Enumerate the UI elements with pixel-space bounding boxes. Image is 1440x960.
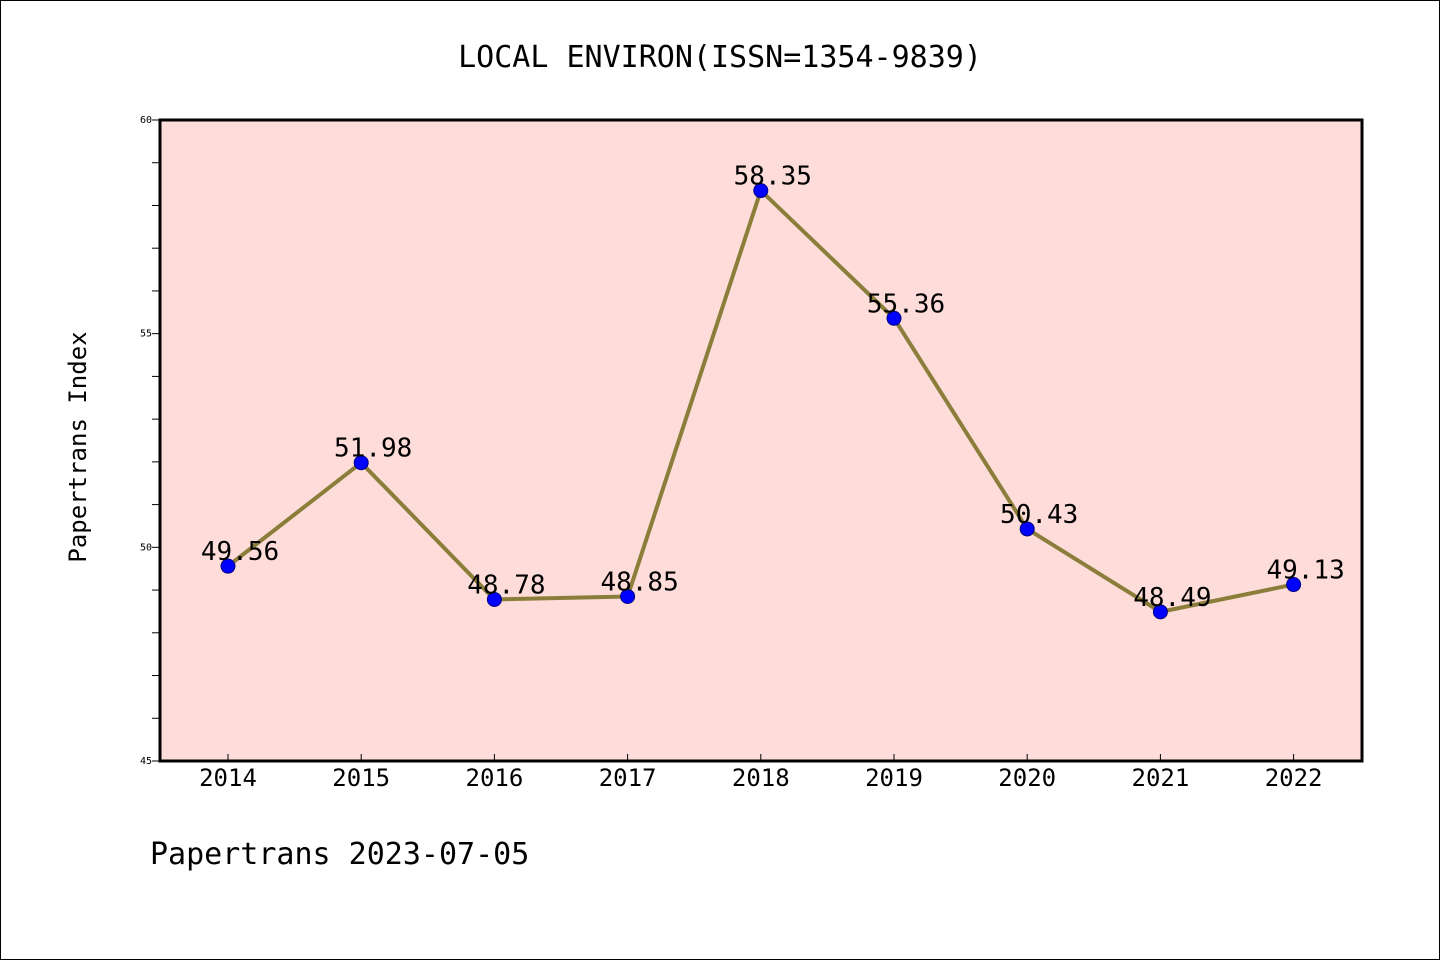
data-point xyxy=(220,558,236,574)
x-tick-label: 2019 xyxy=(865,764,923,792)
y-tick-label: 45 xyxy=(140,756,152,767)
data-label: 51.98 xyxy=(334,434,412,464)
data-point xyxy=(1286,577,1302,593)
x-tick-label: 2016 xyxy=(466,764,524,792)
data-label: 49.56 xyxy=(201,537,279,567)
x-tick-label: 2018 xyxy=(732,764,790,792)
data-point xyxy=(486,591,502,607)
footer-text: Papertrans 2023-07-05 xyxy=(150,837,529,872)
x-tick-label: 2014 xyxy=(199,764,257,792)
y-tick-label: 55 xyxy=(140,329,152,340)
y-axis-label: Papertrans Index xyxy=(64,331,92,562)
x-tick-label: 2015 xyxy=(332,764,390,792)
x-tick-label: 2022 xyxy=(1265,764,1323,792)
y-tick-label: 60 xyxy=(140,115,152,126)
data-point xyxy=(620,588,636,604)
chart-title: LOCAL ENVIRON(ISSN=1354-9839) xyxy=(458,40,982,75)
data-point xyxy=(1019,521,1035,537)
data-label: 48.85 xyxy=(600,567,678,597)
data-label: 48.78 xyxy=(467,570,545,600)
data-label: 49.13 xyxy=(1266,556,1344,586)
plot-area xyxy=(158,118,1364,763)
data-point xyxy=(886,310,902,326)
x-axis-ticks: 2014 2015 2016 2017 2018 2019 2020 2021 2022 xyxy=(199,754,1322,792)
x-tick-label: 2021 xyxy=(1132,764,1190,792)
data-label: 55.36 xyxy=(867,289,945,319)
x-tick-label: 2020 xyxy=(998,764,1056,792)
data-point xyxy=(753,183,769,199)
data-point xyxy=(353,455,369,471)
y-tick-label: 50 xyxy=(140,542,152,553)
x-tick-label: 2017 xyxy=(599,764,657,792)
data-label: 50.43 xyxy=(1000,500,1078,530)
y-axis-ticks: 45 50 55 60 xyxy=(140,115,160,767)
data-label: 58.35 xyxy=(734,162,812,192)
data-point xyxy=(1152,604,1168,620)
data-markers xyxy=(220,183,1302,620)
data-labels: 49.56 51.98 48.78 48.85 58.35 55.36 50.43 48.49… xyxy=(201,162,1345,613)
data-label: 48.49 xyxy=(1133,583,1211,613)
